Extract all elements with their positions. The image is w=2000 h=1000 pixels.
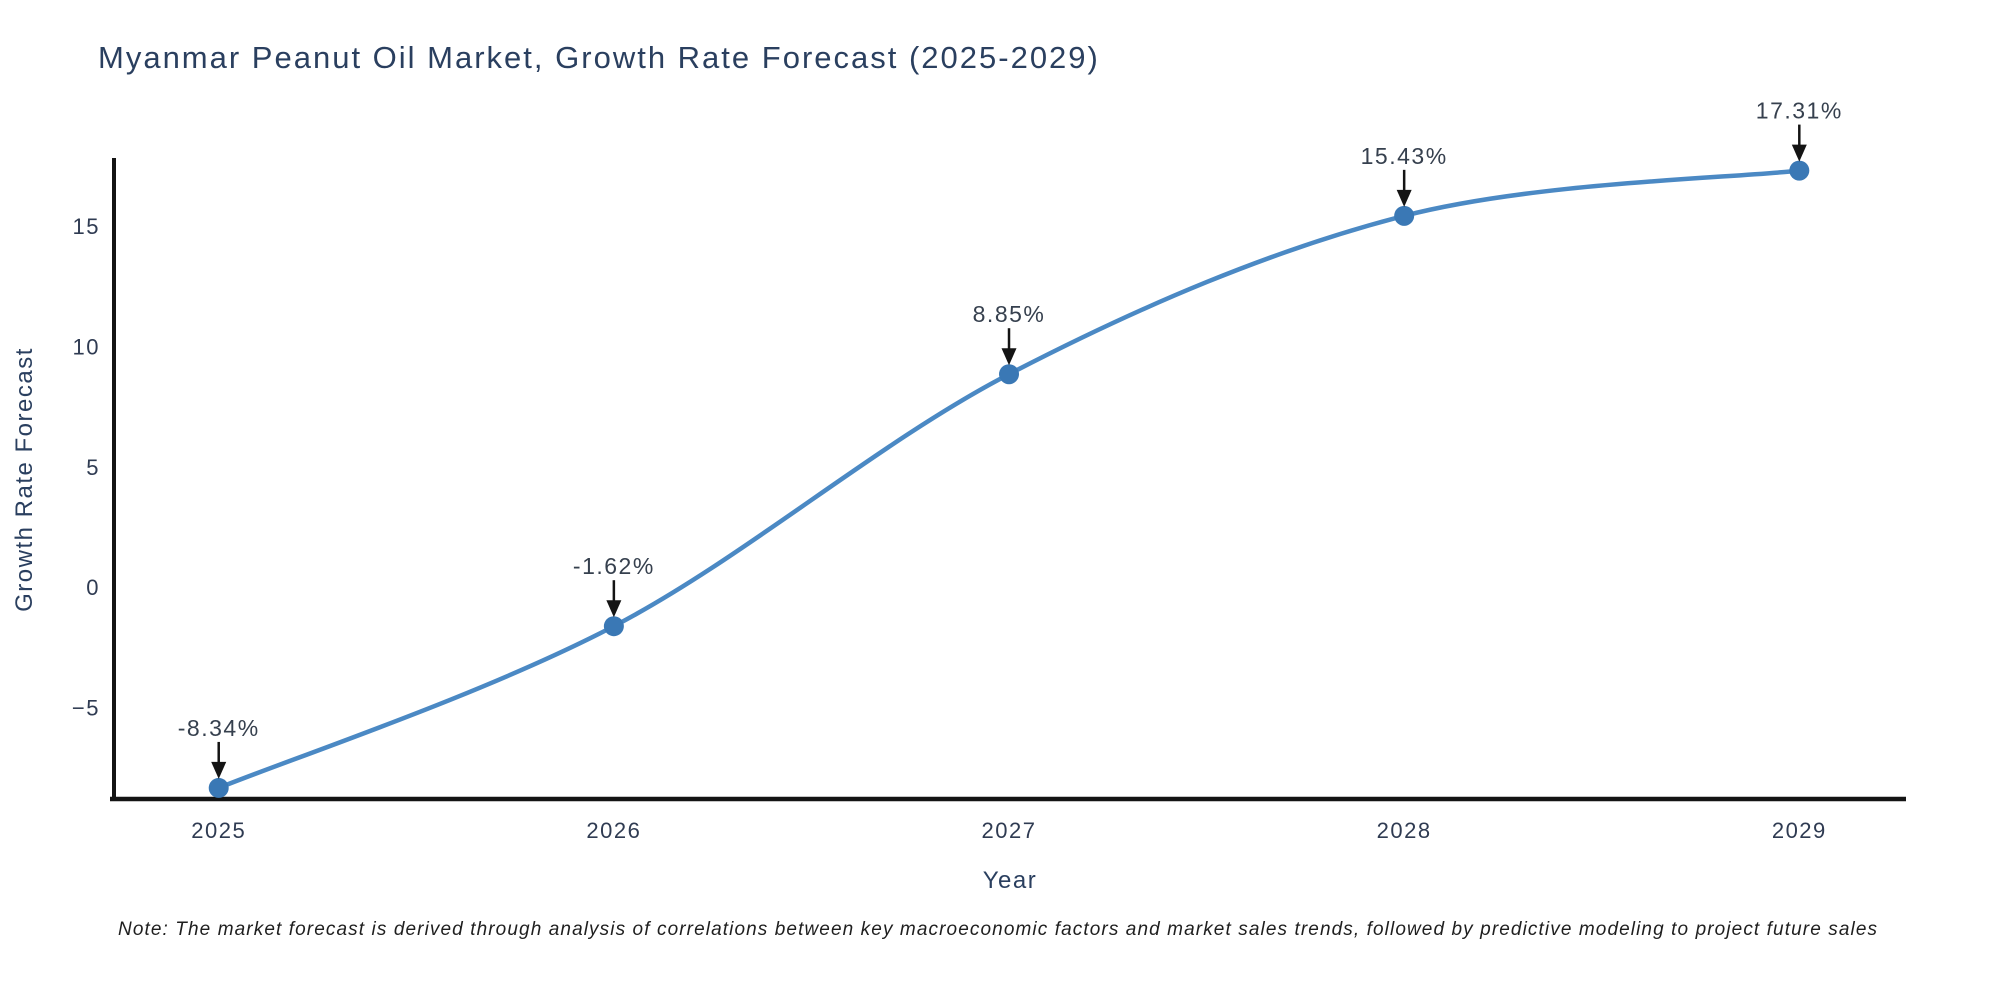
footnote: Note: The market forecast is derived thr… — [118, 919, 1879, 940]
annotation-arrowhead-icon — [606, 600, 622, 618]
x-tick-label: 2027 — [982, 818, 1037, 843]
data-point-2026 — [603, 616, 624, 637]
data-point-2025 — [208, 777, 229, 798]
y-axis-title: Growth Rate Forecast — [11, 347, 38, 612]
data-point-2027 — [999, 364, 1020, 385]
data-point-2029 — [1789, 160, 1810, 181]
x-tick-label: 2025 — [191, 818, 246, 843]
y-tick-label: 0 — [86, 575, 100, 600]
y-tick-label: −5 — [72, 696, 100, 721]
point-label: 17.31% — [1756, 98, 1843, 124]
annotation-2025: -8.34% — [178, 715, 260, 779]
x-tick-label: 2028 — [1377, 818, 1432, 843]
y-tick-label: 5 — [86, 455, 100, 480]
annotation-2027: 8.85% — [973, 301, 1046, 366]
point-label: -1.62% — [573, 553, 655, 579]
annotation-arrowhead-icon — [1791, 144, 1807, 162]
x-axis-title: Year — [983, 867, 1038, 894]
x-tick-label: 2029 — [1772, 818, 1827, 843]
point-label: 15.43% — [1361, 143, 1448, 169]
chart-title: Myanmar Peanut Oil Market, Growth Rate F… — [98, 40, 1100, 75]
data-point-2028 — [1394, 205, 1415, 226]
annotation-2026: -1.62% — [573, 553, 655, 618]
x-tick-label: 2026 — [586, 818, 641, 843]
point-label: -8.34% — [178, 715, 260, 741]
y-tick-label: 15 — [73, 214, 100, 239]
annotation-arrowhead-icon — [1396, 189, 1412, 207]
trend-line — [216, 168, 1802, 791]
annotation-2029: 17.31% — [1756, 98, 1843, 162]
point-label: 8.85% — [973, 301, 1046, 327]
annotation-arrowhead-icon — [211, 761, 227, 779]
annotation-arrowhead-icon — [1001, 348, 1017, 366]
y-tick-label: 10 — [73, 335, 100, 360]
annotation-2028: 15.43% — [1361, 143, 1448, 207]
